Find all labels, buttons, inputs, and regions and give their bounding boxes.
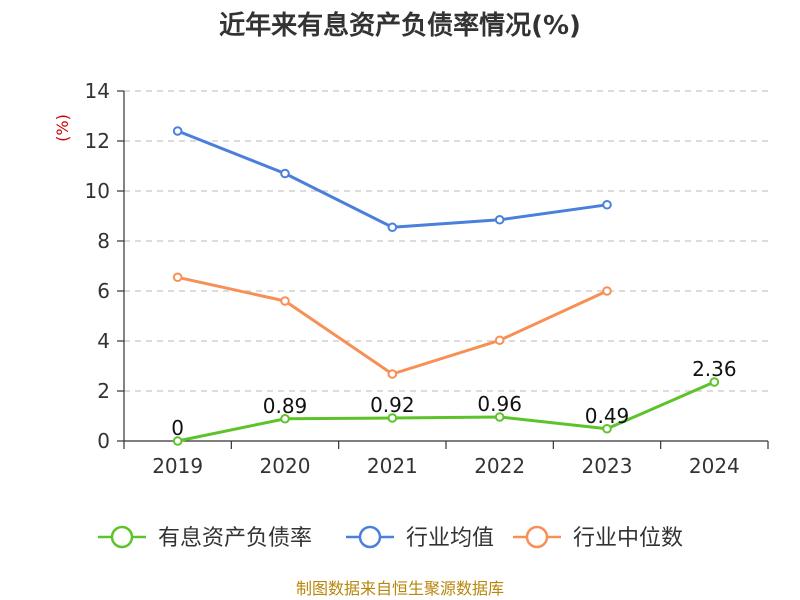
grid-lines	[124, 90, 768, 392]
source-note: 制图数据来自恒生聚源数据库	[296, 579, 504, 598]
y-tick-label-14: 14	[85, 79, 110, 103]
legend-label-0: 有息资产负债率	[158, 526, 312, 551]
series-0-point-2019	[172, 436, 183, 446]
x-tick-label-2022: 2022	[474, 454, 525, 478]
series-0-point-2021	[387, 413, 398, 423]
series-line-1	[177, 129, 608, 229]
series-0-point-2020	[280, 413, 290, 424]
x-tick-label-2019: 2019	[152, 454, 203, 478]
y-tick-label-12: 12	[85, 129, 110, 153]
data-labels: 0 0.89 0.92 0.96 0.49 2.36	[171, 357, 736, 440]
y-tick-label-6: 6	[97, 279, 110, 303]
y-axis-unit-label: (%)	[53, 114, 72, 142]
x-tick-labels: 2019 2020 2021 2022 2023 2024	[152, 454, 740, 478]
series-1-point-2023	[602, 199, 612, 210]
series-0-point-2023	[602, 423, 612, 434]
series-2-point-2023	[602, 286, 612, 296]
axes	[117, 90, 769, 449]
x-tick-label-2024: 2024	[689, 454, 740, 478]
data-label-2022: 0.96	[477, 392, 522, 416]
y-tick-label-0: 0	[97, 429, 110, 453]
series-0-point-2024	[709, 377, 720, 387]
legend: 有息资产负债率 行业均值 行业中位数	[98, 525, 683, 551]
series-2-point-2020	[280, 296, 290, 306]
y-tick-label-2: 2	[97, 379, 110, 403]
data-label-2023: 0.49	[585, 404, 630, 428]
series-2-point-2022	[494, 335, 505, 346]
legend-marker-1	[358, 525, 382, 549]
series-1-point-2022	[494, 214, 505, 225]
series-lines	[172, 126, 720, 446]
y-tick-label-8: 8	[97, 229, 110, 253]
series-1-point-2020	[280, 168, 290, 179]
legend-label-2: 行业中位数	[573, 526, 683, 551]
series-line-2	[177, 275, 608, 376]
series-2-point-2019	[172, 272, 183, 283]
series-1-point-2021	[387, 222, 398, 233]
legend-marker-0	[110, 525, 134, 549]
data-label-2021: 0.92	[370, 393, 415, 417]
chart-title: 近年来有息资产负债率情况(%)	[219, 10, 581, 41]
x-tick-label-2020: 2020	[260, 454, 311, 478]
y-tick-labels: 0 2 4 6 8 10 12 14	[85, 79, 110, 453]
x-tick-label-2023: 2023	[582, 454, 633, 478]
series-line-0	[177, 380, 715, 443]
legend-marker-2	[525, 525, 549, 549]
series-1-point-2019	[172, 126, 183, 136]
y-tick-label-4: 4	[97, 329, 110, 353]
legend-label-1: 行业均值	[406, 526, 494, 551]
data-label-2020: 0.89	[263, 394, 308, 418]
x-tick-label-2021: 2021	[367, 454, 418, 478]
series-0-point-2022	[494, 412, 505, 422]
series-2-point-2021	[387, 369, 398, 379]
data-label-2019: 0	[171, 416, 184, 440]
data-label-2024: 2.36	[692, 357, 737, 381]
y-tick-label-10: 10	[85, 179, 110, 203]
